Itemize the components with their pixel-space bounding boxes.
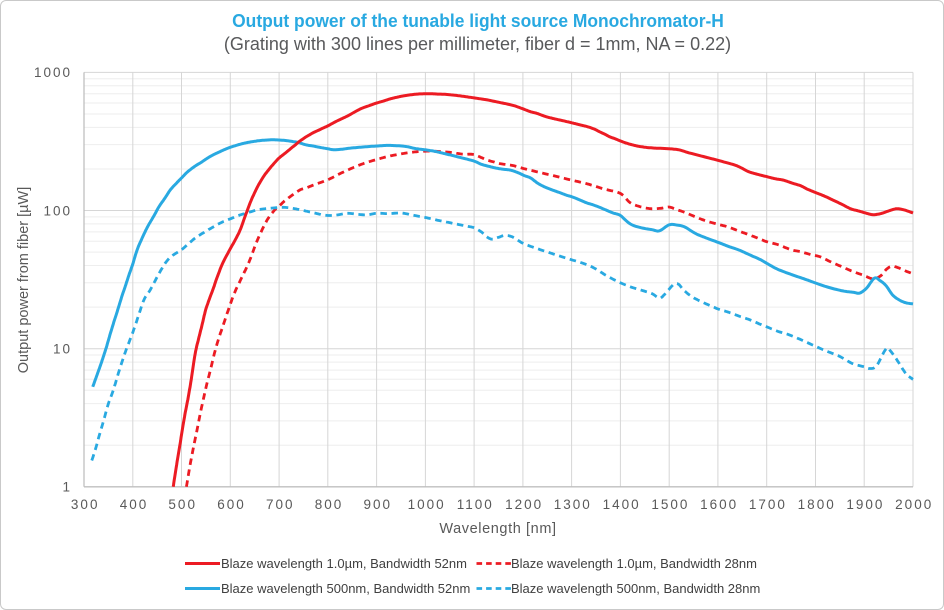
svg-text:600: 600 bbox=[217, 497, 246, 512]
svg-text:Blaze wavelength 1.0µm, Bandwi: Blaze wavelength 1.0µm, Bandwidth 28nm bbox=[511, 556, 757, 571]
svg-text:1300: 1300 bbox=[554, 497, 592, 512]
svg-text:1900: 1900 bbox=[846, 497, 884, 512]
svg-text:700: 700 bbox=[266, 497, 295, 512]
svg-text:900: 900 bbox=[364, 497, 393, 512]
svg-text:1500: 1500 bbox=[651, 497, 689, 512]
svg-text:1100: 1100 bbox=[457, 497, 494, 512]
svg-text:400: 400 bbox=[120, 497, 149, 512]
svg-text:1600: 1600 bbox=[700, 497, 738, 512]
svg-text:Blaze wavelength 500nm, Bandwi: Blaze wavelength 500nm, Bandwidth 28nm bbox=[511, 581, 760, 596]
svg-text:Blaze wavelength 500nm, Bandwi: Blaze wavelength 500nm, Bandwidth 52nm bbox=[221, 581, 470, 596]
svg-text:1800: 1800 bbox=[798, 497, 836, 512]
svg-text:Wavelength [nm]: Wavelength [nm] bbox=[439, 521, 556, 537]
svg-text:800: 800 bbox=[315, 497, 344, 512]
svg-text:10: 10 bbox=[53, 342, 72, 357]
svg-text:1000: 1000 bbox=[408, 497, 446, 512]
svg-text:1700: 1700 bbox=[749, 497, 787, 512]
svg-text:Output power from fiber [µW]: Output power from fiber [µW] bbox=[16, 187, 32, 373]
svg-text:100: 100 bbox=[43, 203, 72, 218]
svg-text:300: 300 bbox=[71, 497, 100, 512]
svg-text:1400: 1400 bbox=[603, 497, 641, 512]
svg-text:Blaze wavelength 1.0µm, Bandwi: Blaze wavelength 1.0µm, Bandwidth 52nm bbox=[221, 556, 467, 571]
svg-text:2000: 2000 bbox=[895, 497, 933, 512]
svg-text:500: 500 bbox=[168, 497, 197, 512]
svg-text:1: 1 bbox=[62, 480, 72, 495]
svg-text:1200: 1200 bbox=[505, 497, 543, 512]
svg-text:1000: 1000 bbox=[34, 65, 72, 80]
